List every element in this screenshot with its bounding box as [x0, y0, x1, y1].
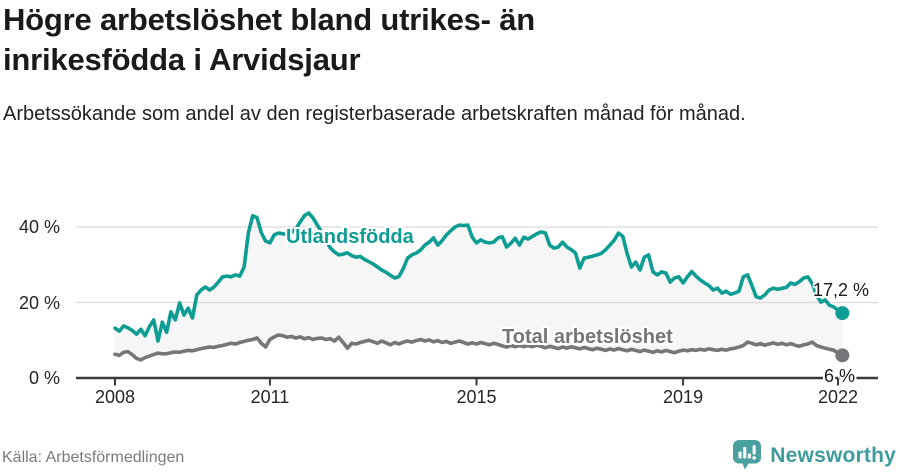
gridlines [76, 226, 878, 304]
area-fill-between-series [115, 213, 843, 360]
y-tick-label-40: 40 % [18, 217, 60, 237]
end-value-label-total: 6 % [824, 366, 856, 386]
x-axis-ticks [114, 377, 840, 386]
y-tick-label-20: 20 % [18, 292, 60, 313]
series-label-utlandsfodda: Utlandsfödda [286, 226, 414, 248]
x-tick-label-2008: 2008 [94, 387, 136, 407]
end-value-label-utlandsfodda: 17,2 % [813, 280, 870, 300]
newsworthy-bubble-chart-icon [733, 440, 762, 470]
x-tick-label-2019: 2019 [663, 387, 704, 407]
x-tick-label-2015: 2015 [456, 387, 497, 407]
newsworthy-wordmark: Newsworthy [770, 443, 896, 467]
utlandsfodda-end-dot [835, 306, 850, 321]
x-tick-label-2022: 2022 [817, 387, 859, 407]
y-tick-label-0: 0 % [28, 368, 60, 388]
newsworthy-logo[interactable]: Newsworthy [732, 439, 896, 472]
total-arbetsloshet-line [113, 333, 845, 362]
page-subtitle: Arbetssökande som andel av den registerb… [3, 103, 746, 125]
page-title: Högre arbetslöshet bland utrikes- än inr… [3, 2, 535, 78]
series-label-total: Total arbetslöshet [502, 326, 673, 348]
utlandsfodda-line [113, 211, 845, 343]
x-tick-label-2011: 2011 [250, 387, 290, 407]
source-text: Källa: Arbetsförmedlingen [2, 449, 185, 466]
total-end-dot [835, 348, 850, 363]
